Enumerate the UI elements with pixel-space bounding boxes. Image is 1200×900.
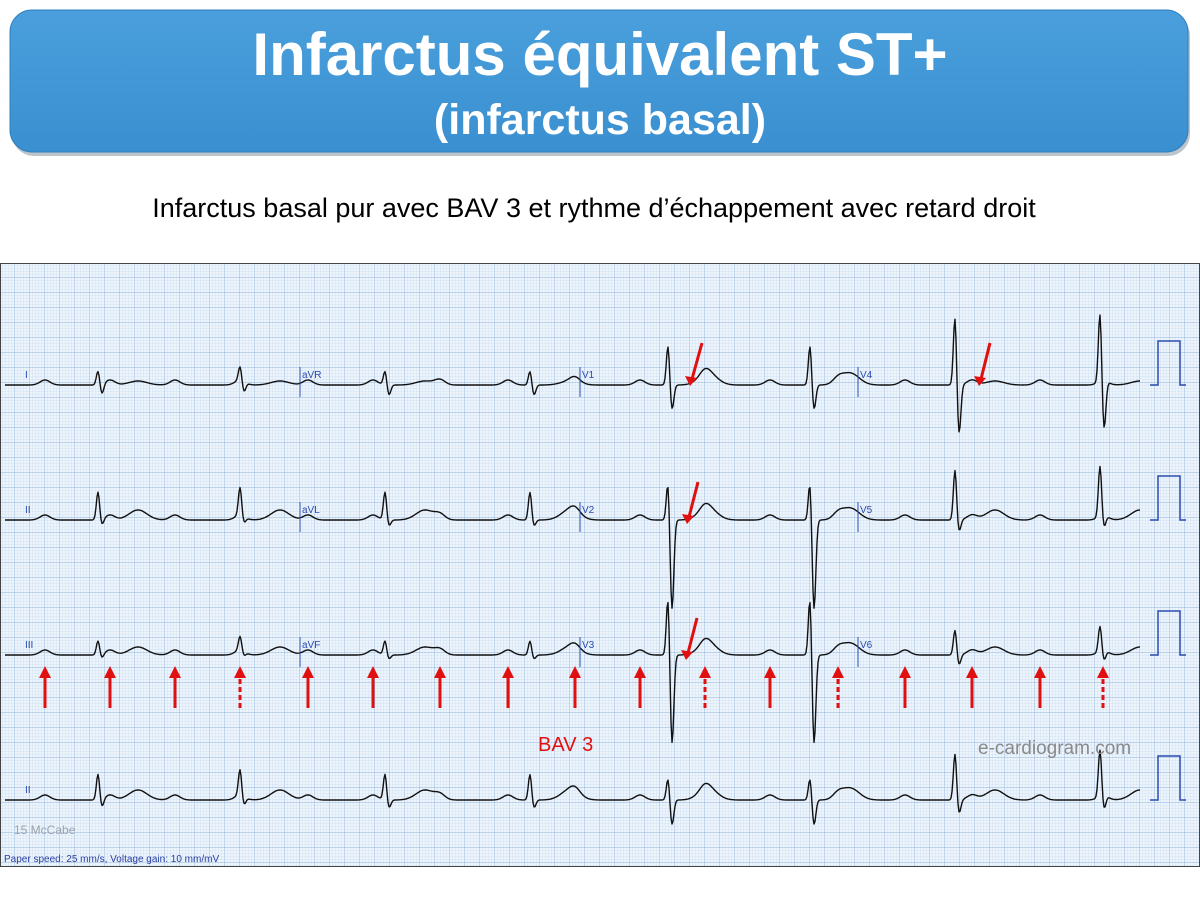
arrow-head <box>302 666 314 678</box>
ecg-trace <box>5 314 1140 433</box>
lead-label: II <box>25 785 31 796</box>
lead-label: aVR <box>302 370 321 381</box>
ecg-trace <box>5 465 1141 609</box>
caption: Infarctus basal pur avec BAV 3 et rythme… <box>152 193 1036 223</box>
lead-label: V2 <box>582 505 595 516</box>
st-arrow <box>690 342 704 380</box>
calibration-pulse <box>1150 755 1186 801</box>
lead-label: V4 <box>860 370 873 381</box>
arrow-head <box>234 666 246 678</box>
ecg-grid <box>0 263 1200 867</box>
lead-label: V1 <box>582 370 595 381</box>
arrow-head <box>899 666 911 678</box>
arrow-head <box>169 666 181 678</box>
arrow-head <box>1034 666 1046 678</box>
lead-label: aVL <box>302 505 320 516</box>
lead-label: V3 <box>582 640 595 651</box>
source: 15 McCabe <box>14 823 76 837</box>
arrow-head <box>966 666 978 678</box>
calibration-pulse <box>1150 475 1186 521</box>
arrow-head <box>682 514 694 524</box>
lead-label: I <box>25 370 28 381</box>
lead-label: aVF <box>302 640 320 651</box>
subtitle: (infarctus basal) <box>434 96 766 144</box>
st-arrow <box>686 617 699 654</box>
arrow-head <box>685 376 697 386</box>
arrow-head <box>434 666 446 678</box>
title: Infarctus équivalent ST+ <box>252 21 947 88</box>
ecg-trace <box>5 749 1141 825</box>
st-arrow <box>979 342 992 380</box>
arrow-head <box>39 666 51 678</box>
annotation: BAV 3 <box>538 734 593 756</box>
arrow-head <box>974 376 986 386</box>
st-arrow <box>687 481 700 518</box>
lead-label: V5 <box>860 505 873 516</box>
arrow-head <box>104 666 116 678</box>
lead-label: V6 <box>860 640 873 651</box>
watermark: e-cardiogram.com <box>978 738 1131 759</box>
arrow-head <box>502 666 514 678</box>
arrow-head <box>367 666 379 678</box>
arrow-head <box>764 666 776 678</box>
arrow-head <box>699 666 711 678</box>
lead-label: III <box>25 640 33 651</box>
calibration-pulse <box>1150 340 1186 386</box>
arrow-head <box>634 666 646 678</box>
arrow-head <box>569 666 581 678</box>
arrow-head <box>1097 666 1109 678</box>
lead-label: II <box>25 505 31 516</box>
ecg-trace <box>5 601 1140 744</box>
arrow-head <box>832 666 844 678</box>
header-box <box>9 9 1189 153</box>
settings: Paper speed: 25 mm/s, Voltage gain: 10 m… <box>4 854 219 865</box>
calibration-pulse <box>1150 610 1186 656</box>
arrow-head <box>681 650 693 660</box>
